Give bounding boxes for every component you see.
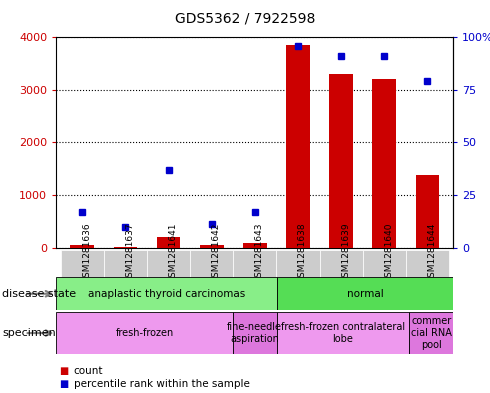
- Text: count: count: [74, 365, 103, 376]
- Text: GSM1281638: GSM1281638: [298, 222, 307, 283]
- Bar: [276, 250, 319, 310]
- Bar: [277, 277, 453, 310]
- Bar: [104, 250, 147, 310]
- Text: GSM1281641: GSM1281641: [169, 222, 177, 283]
- Text: ■: ■: [59, 365, 68, 376]
- Bar: [409, 312, 453, 354]
- Bar: [286, 45, 310, 248]
- Bar: [56, 312, 233, 354]
- Bar: [363, 250, 406, 310]
- Bar: [190, 250, 233, 310]
- Text: GSM1281636: GSM1281636: [82, 222, 91, 283]
- Bar: [233, 250, 276, 310]
- Bar: [243, 243, 267, 248]
- Text: GSM1281637: GSM1281637: [125, 222, 134, 283]
- Bar: [277, 312, 409, 354]
- Text: GSM1281643: GSM1281643: [255, 222, 264, 283]
- Text: fresh-frozen contralateral
lobe: fresh-frozen contralateral lobe: [281, 322, 405, 344]
- Text: commer
cial RNA
pool: commer cial RNA pool: [411, 316, 452, 350]
- Bar: [416, 175, 439, 248]
- Text: disease state: disease state: [2, 289, 76, 299]
- Text: GSM1281644: GSM1281644: [427, 222, 437, 283]
- Text: GDS5362 / 7922598: GDS5362 / 7922598: [175, 12, 315, 26]
- Bar: [372, 79, 396, 248]
- Bar: [157, 237, 180, 248]
- Bar: [147, 250, 190, 310]
- Bar: [329, 74, 353, 248]
- Text: fine-needle
aspiration: fine-needle aspiration: [227, 322, 282, 344]
- Bar: [319, 250, 363, 310]
- Text: anaplastic thyroid carcinomas: anaplastic thyroid carcinomas: [88, 289, 245, 299]
- Text: fresh-frozen: fresh-frozen: [116, 328, 173, 338]
- Bar: [61, 250, 104, 310]
- Text: percentile rank within the sample: percentile rank within the sample: [74, 379, 249, 389]
- Text: GSM1281642: GSM1281642: [212, 222, 220, 283]
- Text: normal: normal: [346, 289, 383, 299]
- Bar: [114, 246, 137, 248]
- Bar: [406, 250, 449, 310]
- Bar: [56, 277, 277, 310]
- Bar: [200, 246, 223, 248]
- Bar: [233, 312, 277, 354]
- Text: GSM1281640: GSM1281640: [384, 222, 393, 283]
- Bar: [71, 245, 94, 248]
- Text: ■: ■: [59, 379, 68, 389]
- Text: specimen: specimen: [2, 328, 56, 338]
- Text: GSM1281639: GSM1281639: [341, 222, 350, 283]
